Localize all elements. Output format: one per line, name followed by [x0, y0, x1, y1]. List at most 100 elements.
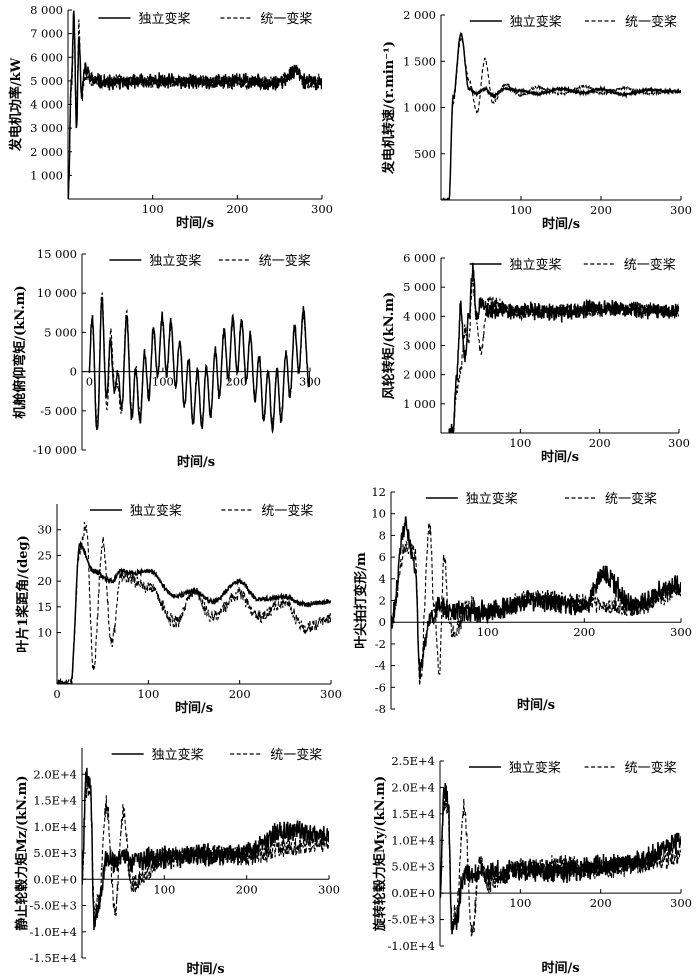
y-tick-label: 1.0E+4: [33, 820, 77, 834]
x-tick-label: 100: [509, 436, 531, 450]
legend-label-independent: 独立变桨: [152, 747, 204, 763]
y-tick-label: -10 000: [33, 443, 77, 457]
x-tick-label: 100: [510, 203, 532, 217]
series-line-independent: [441, 31, 681, 200]
x-axis-label: 时间/s: [542, 216, 580, 232]
y-tick-label: 3 000: [403, 339, 436, 353]
series-line-unified: [57, 522, 331, 684]
y-tick-label: 2 000: [403, 368, 436, 382]
y-tick-label: 1 500: [403, 54, 436, 68]
x-tick-label: 200: [590, 203, 612, 217]
series-line-unified: [68, 16, 322, 199]
y-tick-label: 7 000: [30, 27, 63, 41]
y-tick-label: 2 000: [403, 8, 436, 22]
y-tick-label: 0: [70, 365, 77, 379]
y-tick-label: 0.0E+0: [33, 872, 77, 886]
series-line-unified: [88, 292, 310, 427]
series-line-unified: [441, 36, 681, 200]
chart-panel: 1 000 2 000 3 000 4 000 5 000 6 000 100 200 300 时…: [381, 251, 690, 465]
series-line-independent: [88, 296, 310, 435]
legend-label-unified: 统一变桨: [605, 491, 657, 507]
y-axis-label: 发电机功率/kW: [8, 57, 24, 152]
x-axis-label: 时间/s: [176, 215, 214, 231]
legend-label-independent: 独立变桨: [466, 491, 518, 507]
y-tick-label: 2.0E+4: [391, 780, 435, 794]
x-tick-label: 100: [153, 882, 175, 896]
y-tick-label: 1.5E+4: [391, 807, 435, 821]
x-axis-label: 时间/s: [186, 961, 224, 977]
y-tick-label: -5.0E+3: [387, 913, 435, 927]
y-tick-label: 3 000: [30, 121, 63, 135]
y-tick-label: 25: [37, 548, 52, 562]
x-tick-label: 200: [225, 375, 247, 389]
y-tick-label: 2: [379, 594, 386, 608]
legend-label-unified: 统一变桨: [625, 14, 677, 30]
y-tick-label: 6 000: [403, 251, 436, 265]
series-line-independent: [448, 262, 679, 433]
y-tick-label: 12: [371, 485, 386, 499]
legend-label-independent: 独立变桨: [149, 253, 201, 269]
series-line-unified: [440, 796, 681, 937]
x-tick-label: 300: [311, 202, 333, 216]
y-tick-label: 8: [379, 528, 386, 542]
y-tick-label: 20: [37, 574, 52, 588]
chart-panel: -1.0E+4 -5.0E+3 0.0E+0 5.0E+3 1.0E+4 1.5E+4 2.…: [372, 754, 692, 976]
x-tick-label: 100: [142, 202, 164, 216]
legend-label-independent: 独立变桨: [138, 11, 190, 27]
legend-label-independent: 独立变桨: [510, 14, 562, 30]
x-tick-label: 100: [152, 375, 174, 389]
y-axis-label: 静止轮毂力矩Mz/(kN.m): [14, 775, 30, 930]
y-tick-label: -4: [375, 659, 386, 673]
y-tick-label: 6 000: [30, 50, 63, 64]
x-axis-label: 时间/s: [177, 454, 215, 470]
y-tick-label: 6: [379, 550, 386, 564]
y-axis-label: 机舱俯仰弯矩/(kN.m): [12, 285, 28, 418]
x-tick-label: 300: [670, 896, 692, 910]
y-tick-label: 1 000: [403, 397, 436, 411]
x-tick-label: 200: [236, 882, 258, 896]
chart-panel: -1.5E+4 -1.0E+4 -5.0E+3 0.0E+0 5.0E+3 1.0E+4 1…: [14, 747, 340, 977]
x-tick-label: 300: [670, 625, 692, 639]
x-tick-label: 300: [670, 203, 692, 217]
y-tick-label: -8: [375, 702, 386, 716]
y-tick-label: 5.0E+3: [391, 860, 435, 874]
legend-label-unified: 统一变桨: [270, 747, 322, 763]
y-axis-label: 风轮转矩/(kN.m): [381, 292, 397, 399]
x-axis-label: 时间/s: [541, 449, 579, 465]
x-tick-label: 200: [589, 436, 611, 450]
y-tick-label: 2.0E+4: [33, 767, 77, 781]
x-tick-label: 100: [137, 687, 159, 701]
y-axis-label: 叶尖拍打变形/m: [353, 552, 369, 649]
y-tick-label: 1.0E+4: [391, 833, 435, 847]
x-tick-label: 100: [509, 896, 531, 910]
legend-label-unified: 统一变桨: [261, 503, 313, 519]
legend-label-unified: 统一变桨: [260, 11, 312, 27]
y-tick-label: 2 000: [30, 145, 63, 159]
y-tick-label: 8 000: [30, 3, 63, 17]
x-tick-label: 200: [229, 687, 251, 701]
legend-label-independent: 独立变桨: [510, 257, 562, 273]
series-line-unified: [448, 279, 679, 433]
y-tick-label: 10 000: [37, 286, 77, 300]
y-tick-label: 0.0E+0: [391, 886, 435, 900]
x-tick-label: 0: [53, 687, 60, 701]
y-tick-label: 500: [414, 147, 436, 161]
y-tick-label: -2: [375, 637, 386, 651]
chart-panel: 1 000 2 000 3 000 4 000 5 000 6 000 7 000 8 000…: [8, 3, 333, 231]
legend-label-unified: 统一变桨: [624, 257, 676, 273]
y-tick-label: 5 000: [403, 280, 436, 294]
y-tick-label: 15: [37, 600, 52, 614]
series-line-unified: [391, 522, 681, 686]
series-line-independent: [68, 10, 322, 199]
y-tick-label: -1.5E+4: [29, 951, 77, 965]
y-tick-label: 1 000: [30, 168, 63, 182]
series-line-unified: [82, 785, 329, 916]
y-tick-label: 5 000: [44, 325, 77, 339]
chart-panel: 500 1 000 1 500 2 000 100 200 300 时间/s 发电机转速/(r.…: [381, 8, 692, 232]
y-tick-label: -1.0E+4: [387, 939, 435, 953]
x-axis-label: 时间/s: [541, 960, 579, 976]
y-tick-label: 2.5E+4: [391, 754, 435, 768]
x-tick-label: 300: [318, 882, 340, 896]
